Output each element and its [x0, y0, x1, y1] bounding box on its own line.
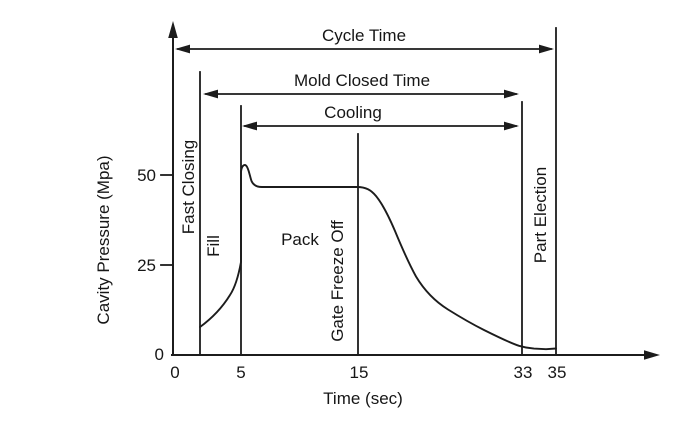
pack-label: Pack [281, 230, 319, 249]
mold-closed-time-arrow: Mold Closed Time [203, 71, 519, 99]
arrow-left-head-icon [242, 121, 257, 131]
x-axis-title: Time (sec) [323, 389, 403, 408]
y-tick-label-0: 0 [155, 345, 164, 364]
cavity-pressure-curve [199, 164, 557, 351]
fast-closing-label: Fast Closing [179, 140, 198, 234]
arrow-left-head-icon [175, 44, 190, 54]
arrow-right-head-icon [504, 121, 519, 131]
x-tick-label-0: 0 [170, 363, 179, 382]
cycle-time-arrow: Cycle Time [175, 26, 554, 54]
x-tick-label-33: 33 [514, 363, 533, 382]
x-tick-label-35: 35 [548, 363, 567, 382]
arrow-right-head-icon [504, 89, 519, 99]
fill-label: Fill [204, 235, 223, 257]
cycle-time-label: Cycle Time [322, 26, 406, 45]
y-tick-label-25: 25 [137, 256, 156, 275]
arrow-left-head-icon [203, 89, 218, 99]
cooling-label: Cooling [324, 103, 382, 122]
gate-freeze-off-label: Gate Freeze Off [328, 220, 347, 342]
x-axis-arrowhead-icon [644, 350, 660, 360]
y-tick-label-50: 50 [137, 166, 156, 185]
cooling-arrow: Cooling [242, 103, 519, 131]
part-election-label: Part Election [531, 167, 550, 263]
mold-closed-time-label: Mold Closed Time [294, 71, 430, 90]
x-tick-label-5: 5 [236, 363, 245, 382]
arrow-right-head-icon [539, 44, 554, 54]
y-axis-title: Cavity Pressure (Mpa) [94, 155, 113, 324]
x-tick-label-15: 15 [350, 363, 369, 382]
y-axis-arrowhead-icon [168, 21, 178, 38]
